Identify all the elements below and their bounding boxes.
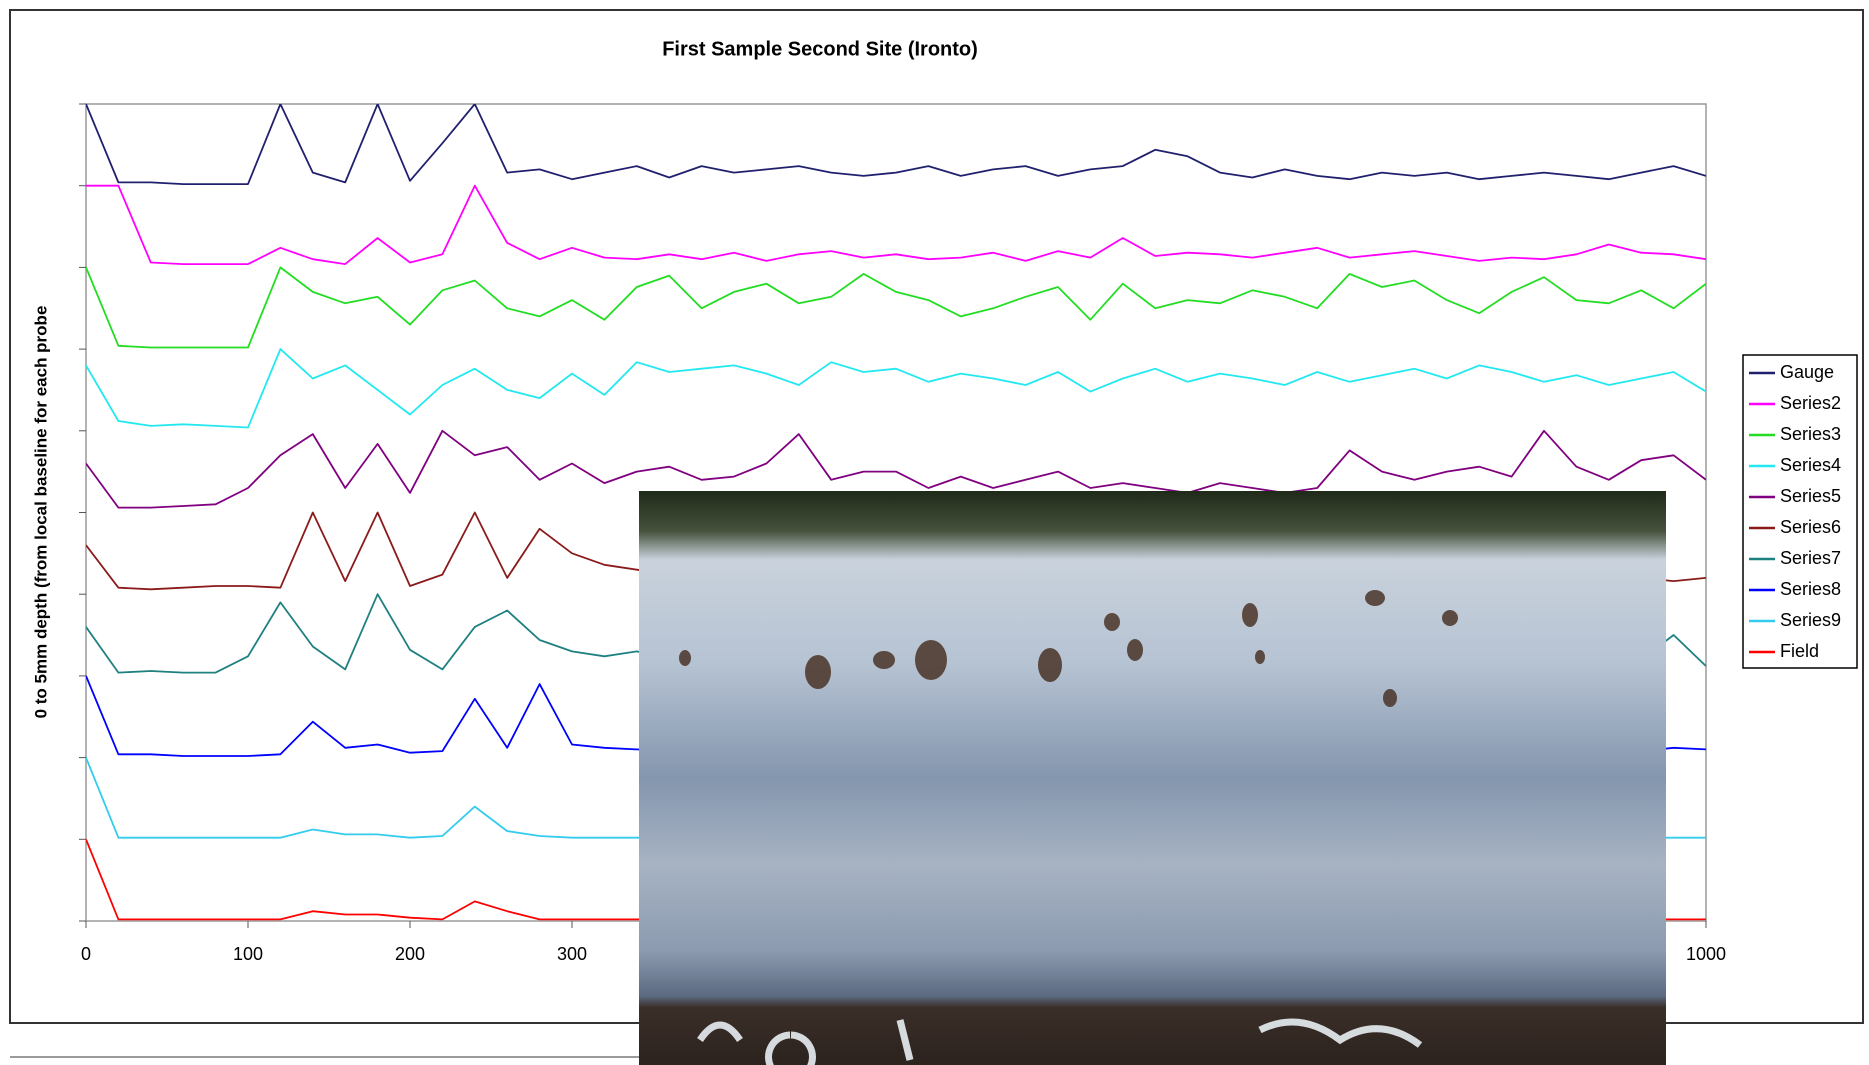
photo-background bbox=[639, 491, 1666, 1065]
legend-label: Series6 bbox=[1780, 517, 1841, 537]
legend-label: Series5 bbox=[1780, 486, 1841, 506]
legend-label: Series7 bbox=[1780, 548, 1841, 568]
chart: First Sample Second Site (Ironto) 0 to 5… bbox=[0, 0, 1869, 1065]
legend-label: Series9 bbox=[1780, 610, 1841, 630]
legend-label: Gauge bbox=[1780, 362, 1834, 382]
legend-label: Field bbox=[1780, 641, 1819, 661]
x-tick-label: 200 bbox=[395, 944, 425, 964]
legend-label: Series8 bbox=[1780, 579, 1841, 599]
legend-label: Series2 bbox=[1780, 393, 1841, 413]
page: {"chart_data": { "type": "line", "title"… bbox=[0, 0, 1869, 1065]
x-tick-label: 1000 bbox=[1686, 944, 1726, 964]
x-tick-label: 0 bbox=[81, 944, 91, 964]
y-axis-label: 0 to 5mm depth (from local baseline for … bbox=[31, 306, 50, 719]
chart-title: First Sample Second Site (Ironto) bbox=[662, 38, 978, 60]
x-tick-label: 100 bbox=[233, 944, 263, 964]
legend: Gauge Series2 Series3 Series4 Series5 Series6… bbox=[1743, 355, 1857, 668]
legend-label: Series4 bbox=[1780, 455, 1841, 475]
photo bbox=[639, 491, 1666, 1065]
legend-label: Series3 bbox=[1780, 424, 1841, 444]
x-tick-label: 300 bbox=[557, 944, 587, 964]
